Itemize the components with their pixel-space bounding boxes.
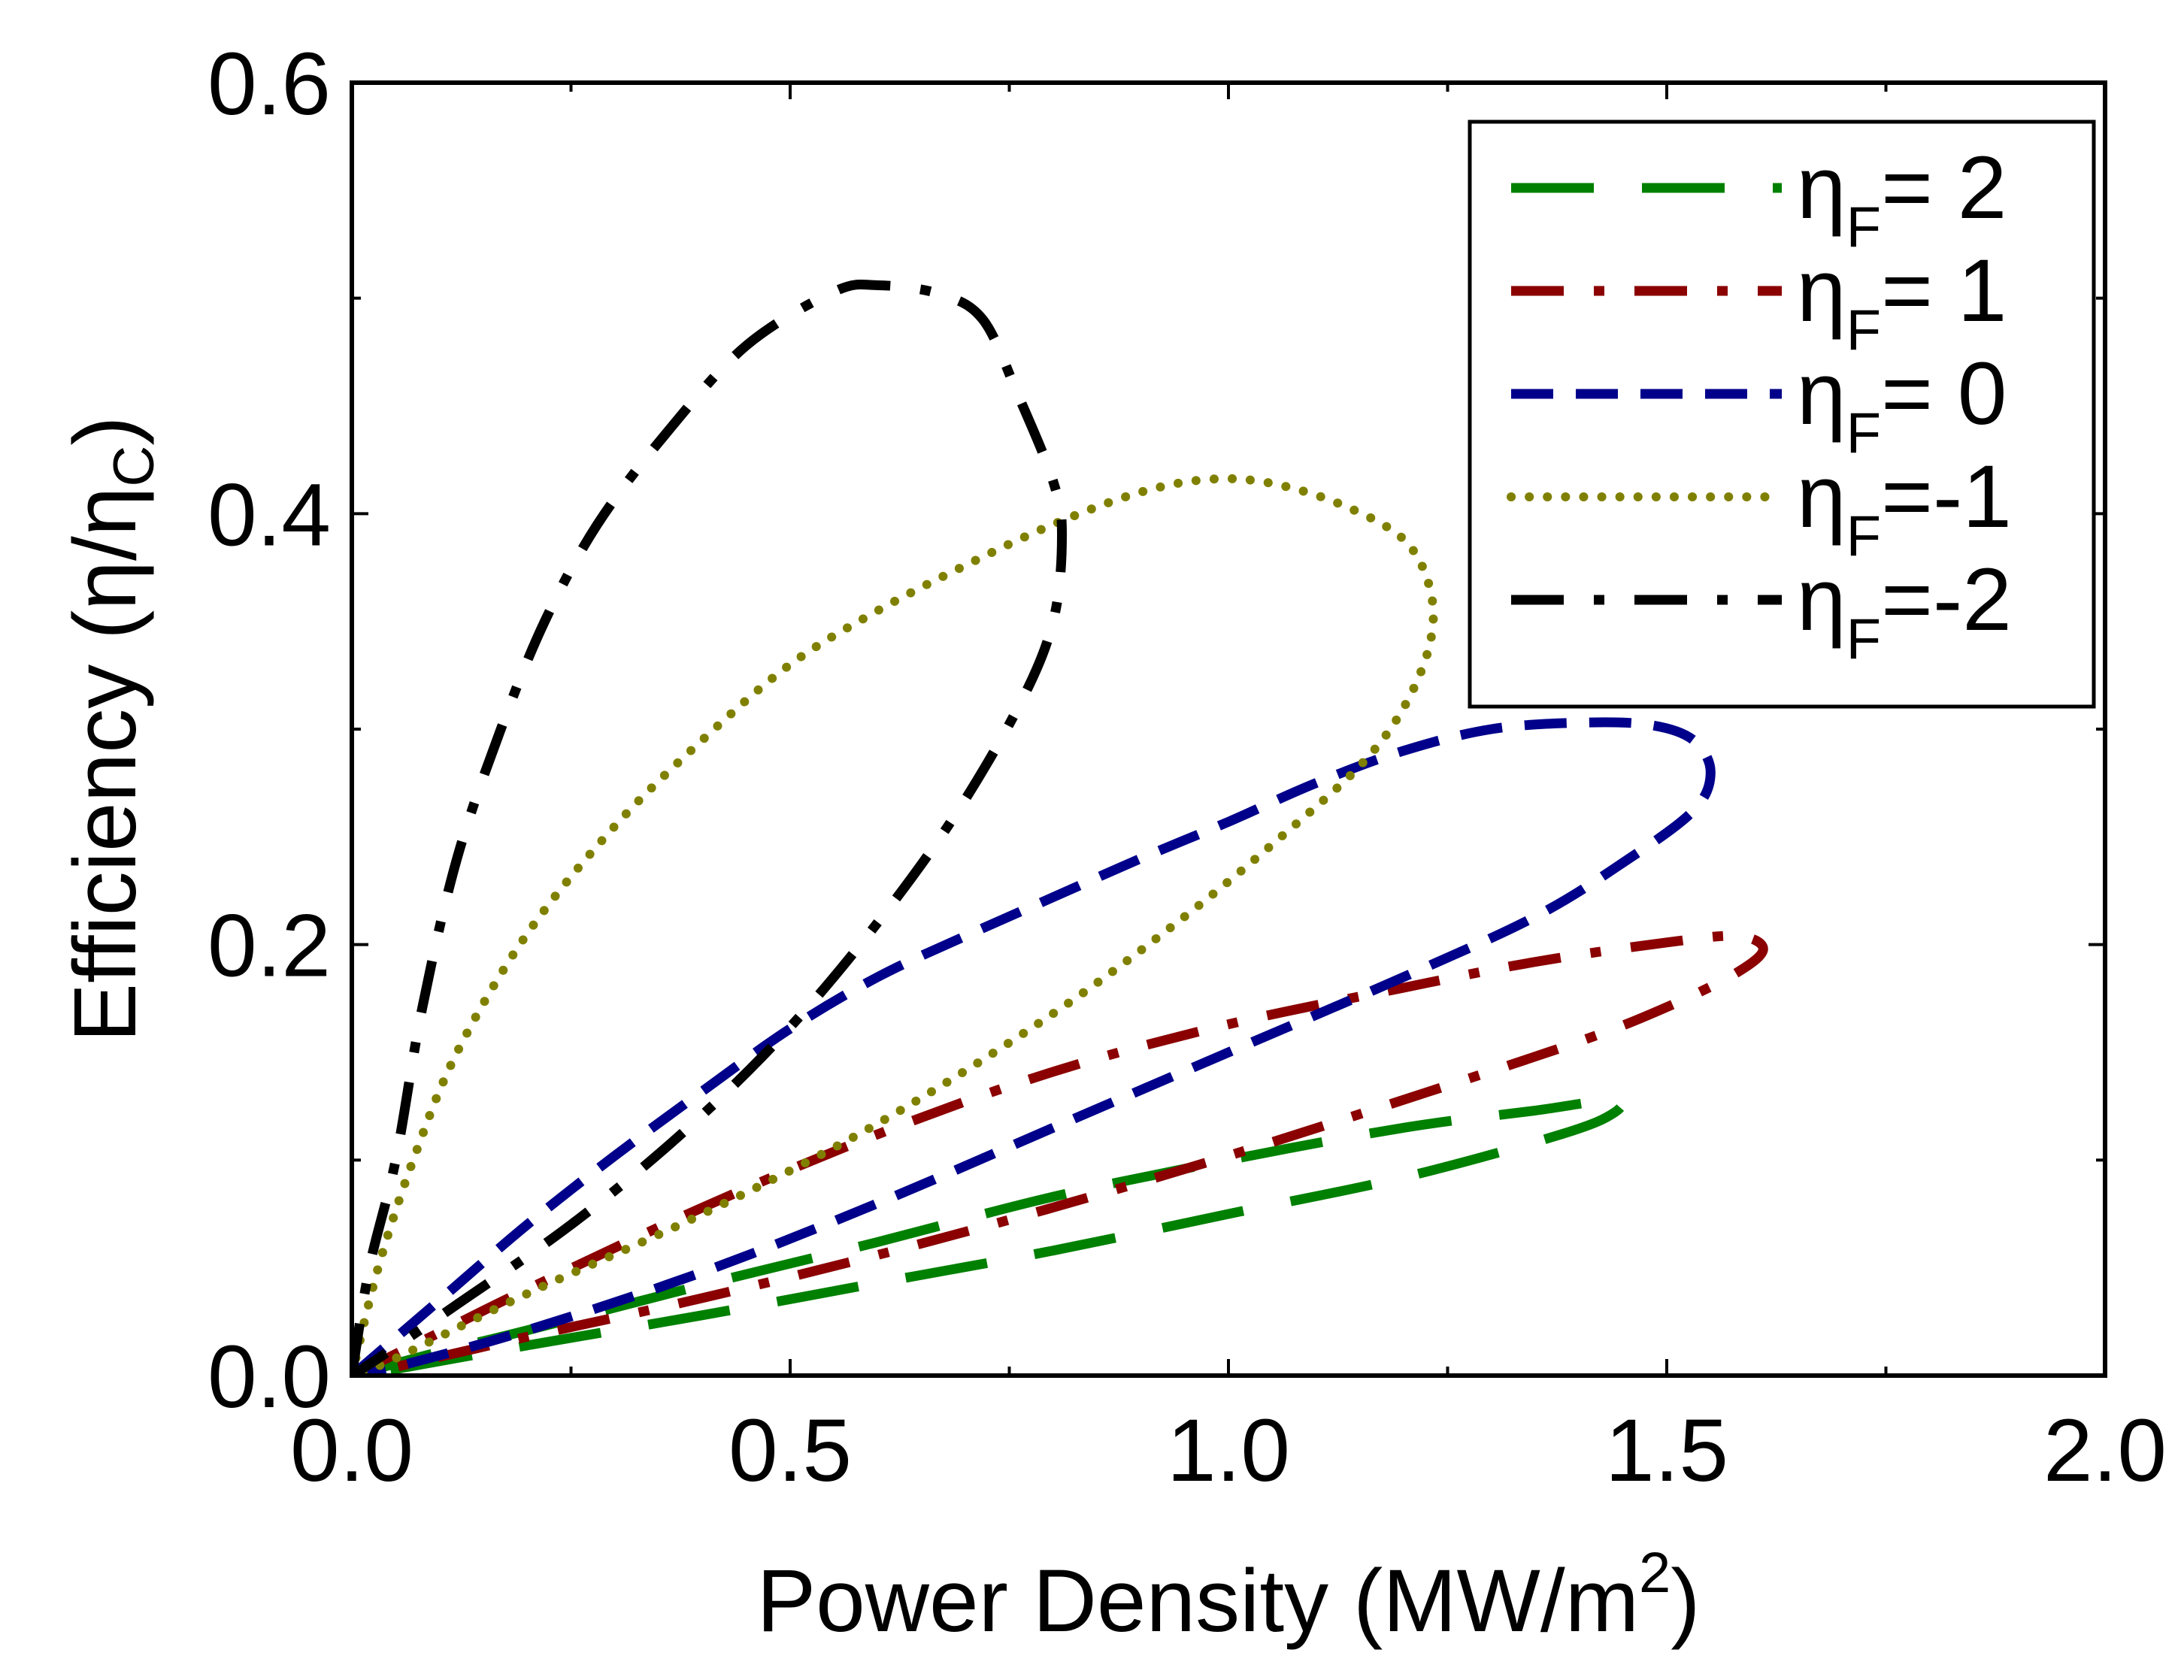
x-axis-label-close: ) xyxy=(1671,1551,1700,1651)
legend-entry-3: ηF= 0 xyxy=(1511,344,2007,465)
legend-label-subscript: F xyxy=(1846,607,1881,671)
series-line-5 xyxy=(352,279,1067,1376)
x-axis-label-main: Power Density (MW/m xyxy=(756,1551,1639,1651)
y-tick-label: 0.6 xyxy=(207,35,331,134)
legend-label: ηF= 0 xyxy=(1797,344,2007,465)
legend-label-subscript: F xyxy=(1846,504,1881,568)
series-layer xyxy=(352,279,1768,1376)
y-axis-label-close: ) xyxy=(56,416,155,445)
x-axis-label: Power Density (MW/m2) xyxy=(756,1541,1700,1651)
x-tick-label: 1.0 xyxy=(1167,1401,1290,1500)
legend-label-value: = 1 xyxy=(1881,241,2007,341)
series-line-4 xyxy=(352,474,1438,1376)
legend-entry-5: ηF=-2 xyxy=(1511,550,2012,671)
series-line-3 xyxy=(352,717,1716,1376)
y-axis-label-subscript: C xyxy=(102,446,166,487)
y-tick-label: 0.4 xyxy=(207,465,331,565)
y-axis-label-main: Efficiency (η/η xyxy=(56,487,155,1043)
x-tick-label: 0.5 xyxy=(729,1401,852,1500)
legend-label-value: = 2 xyxy=(1881,138,2007,238)
legend-label-value: =-2 xyxy=(1881,550,2012,649)
y-tick-label: 0.2 xyxy=(207,897,331,996)
legend-label-value: =-1 xyxy=(1881,447,2012,546)
legend-label-subscript: F xyxy=(1846,401,1881,465)
legend-label-symbol: η xyxy=(1797,241,1846,341)
legend-label-symbol: η xyxy=(1797,550,1846,649)
tick-labels-layer: 0.0 0.5 1.0 1.5 2.0 0.0 0.2 0.4 0.6 xyxy=(207,35,2167,1500)
legend-entry-1: ηF= 2 xyxy=(1511,138,2007,259)
x-tick-label: 0.0 xyxy=(290,1401,413,1500)
y-tick-label: 0.0 xyxy=(207,1327,331,1427)
legend-label: ηF=-2 xyxy=(1797,550,2012,671)
legend-entry-4: ηF=-1 xyxy=(1507,447,2012,568)
legend-label-value: = 0 xyxy=(1881,344,2007,443)
legend: ηF= 2ηF= 1ηF= 0ηF=-1ηF=-2 xyxy=(1468,120,2096,709)
ticks-layer xyxy=(350,81,2107,1377)
legend-entries: ηF= 2ηF= 1ηF= 0ηF=-1ηF=-2 xyxy=(1507,138,2012,671)
x-axis-label-superscript: 2 xyxy=(1639,1541,1671,1605)
legend-label-symbol: η xyxy=(1797,447,1846,546)
x-tick-label: 2.0 xyxy=(2043,1401,2167,1500)
legend-label-subscript: F xyxy=(1846,195,1881,259)
legend-label-symbol: η xyxy=(1797,138,1846,238)
legend-entry-2: ηF= 1 xyxy=(1511,241,2007,362)
legend-label: ηF= 2 xyxy=(1797,138,2007,259)
legend-frame xyxy=(1468,120,2096,709)
x-tick-label: 1.5 xyxy=(1605,1401,1728,1500)
legend-label: ηF=-1 xyxy=(1797,447,2012,568)
series-line-1 xyxy=(352,1094,1628,1376)
legend-label-subscript: F xyxy=(1846,298,1881,362)
legend-label: ηF= 1 xyxy=(1797,241,2007,362)
legend-label-symbol: η xyxy=(1797,344,1846,443)
y-axis-label: Efficiency (η/ηC) xyxy=(56,416,166,1042)
